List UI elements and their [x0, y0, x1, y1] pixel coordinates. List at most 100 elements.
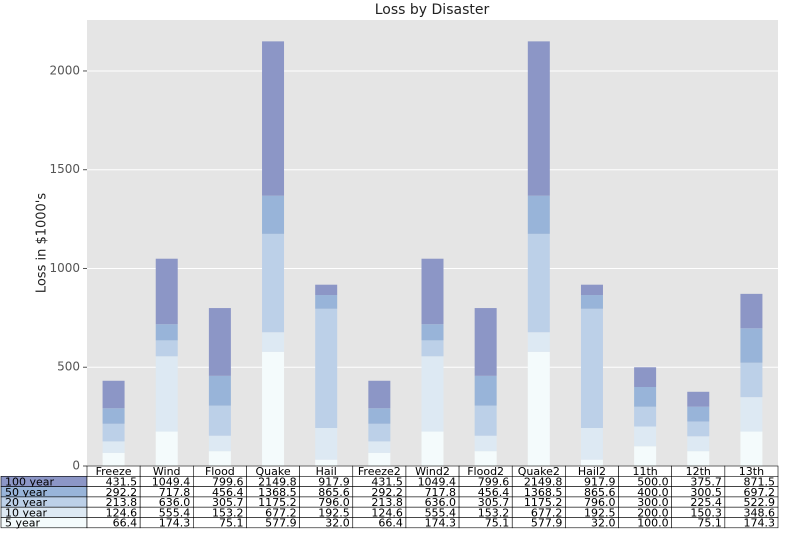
- bar-segment: [315, 295, 338, 309]
- legend-label: 10 year: [5, 506, 48, 519]
- table-value: 292.2: [371, 486, 403, 499]
- bar-segment: [421, 340, 444, 357]
- table-value: 305.7: [478, 496, 510, 509]
- legend-label: 100 year: [5, 475, 55, 488]
- table-value: 75.1: [697, 517, 722, 530]
- table-value: 174.3: [744, 517, 776, 530]
- table-value: 192.5: [318, 506, 350, 519]
- bar-segment: [580, 284, 603, 296]
- bar-segment: [315, 284, 338, 296]
- table-value: 305.7: [212, 496, 244, 509]
- table-value: 2149.8: [524, 475, 563, 488]
- bar-segment: [527, 332, 550, 352]
- y-tick-label: 500: [57, 360, 80, 374]
- table-header: Hail: [316, 465, 337, 478]
- table-value: 1049.4: [418, 475, 457, 488]
- bar-segment: [421, 324, 444, 341]
- table-value: 32.0: [591, 517, 616, 530]
- table-value: 799.6: [478, 475, 510, 488]
- bar-segment: [208, 308, 231, 376]
- table-value: 917.9: [318, 475, 350, 488]
- bar-segment: [740, 431, 763, 466]
- table-value: 200.0: [637, 506, 669, 519]
- table-value: 348.6: [744, 506, 776, 519]
- bar-segment: [102, 408, 125, 424]
- table-value: 431.5: [371, 475, 403, 488]
- table-value: 192.5: [584, 506, 616, 519]
- bar-segment: [474, 405, 497, 436]
- table-value: 75.1: [485, 517, 510, 530]
- table-value: 124.6: [106, 506, 138, 519]
- y-tick-label: 1500: [49, 162, 80, 176]
- y-axis-label: Loss in $1000's: [35, 193, 50, 294]
- table-value: 66.4: [113, 517, 138, 530]
- table-value: 500.0: [637, 475, 669, 488]
- bar-segment: [580, 427, 603, 460]
- table-value: 796.0: [584, 496, 616, 509]
- table-value: 431.5: [106, 475, 138, 488]
- table-value: 1049.4: [152, 475, 191, 488]
- bar-segment: [155, 356, 178, 432]
- table-value: 300.0: [637, 496, 669, 509]
- table-value: 796.0: [318, 496, 350, 509]
- table-header: 11th: [632, 465, 657, 478]
- bar-segment: [368, 408, 391, 424]
- bar-segment: [102, 423, 125, 442]
- bar-segment: [687, 436, 710, 452]
- bar-segment: [208, 405, 231, 436]
- table-header: 13th: [739, 465, 764, 478]
- legend-label: 50 year: [5, 486, 48, 499]
- table-header: Freeze: [96, 465, 132, 478]
- bar-segment: [315, 308, 338, 428]
- bar-segment: [262, 351, 285, 466]
- bar-segment: [102, 452, 125, 466]
- bar-segment: [262, 41, 285, 196]
- table-value: 225.4: [690, 496, 722, 509]
- bar-segment: [208, 451, 231, 466]
- table-value: 677.2: [265, 506, 297, 519]
- table-header: Freeze2: [358, 465, 401, 478]
- bar-segment: [527, 41, 550, 196]
- table-header: Hail2: [578, 465, 606, 478]
- table-value: 871.5: [744, 475, 776, 488]
- legend-label: 5 year: [5, 517, 41, 530]
- bar-segment: [368, 452, 391, 466]
- bar-segment: [527, 233, 550, 333]
- y-tick-label: 2000: [49, 63, 80, 77]
- bar-segment: [102, 441, 125, 453]
- bar-segment: [580, 308, 603, 428]
- table-value: 213.8: [106, 496, 138, 509]
- bar-segment: [421, 258, 444, 325]
- table-value: 292.2: [106, 486, 138, 499]
- table-value: 300.5: [690, 486, 722, 499]
- table-header: Flood: [205, 465, 235, 478]
- bar-segment: [474, 451, 497, 466]
- table-value: 75.1: [219, 517, 244, 530]
- table-value: 150.3: [690, 506, 722, 519]
- bar-segment: [687, 451, 710, 466]
- bar-segment: [368, 441, 391, 453]
- table-value: 400.0: [637, 486, 669, 499]
- table-value: 865.6: [318, 486, 350, 499]
- bar-segment: [315, 427, 338, 460]
- bar-segment: [368, 380, 391, 409]
- bar-segment: [527, 351, 550, 466]
- table-value: 522.9: [744, 496, 776, 509]
- table-value: 456.4: [478, 486, 510, 499]
- bar-segment: [740, 328, 763, 363]
- table-value: 636.0: [425, 496, 457, 509]
- table-header: Quake2: [518, 465, 560, 478]
- bar-segment: [740, 293, 763, 329]
- table-value: 577.9: [531, 517, 563, 530]
- table-value: 799.6: [212, 475, 244, 488]
- bar-segment: [634, 446, 657, 466]
- table-header: 12th: [686, 465, 711, 478]
- bar-segment: [421, 431, 444, 466]
- bar-segment: [155, 431, 178, 466]
- bar-segment: [208, 435, 231, 452]
- bar-segment: [687, 391, 710, 407]
- bar-segment: [740, 397, 763, 432]
- y-tick-label: 0: [72, 459, 80, 473]
- table-value: 100.0: [637, 517, 669, 530]
